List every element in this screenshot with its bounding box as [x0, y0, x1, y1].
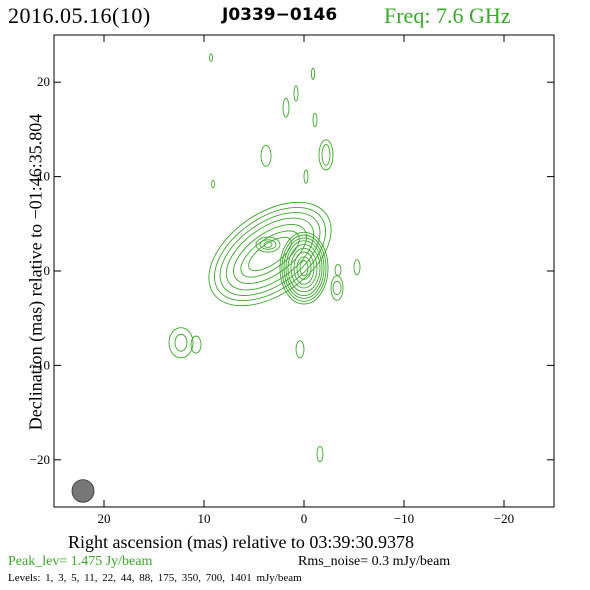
x-tick-label: 20 — [98, 511, 111, 526]
jet-contour — [208, 201, 332, 307]
chart-title-frequency: Freq: 7.6 GHz — [384, 3, 511, 28]
core-contour — [299, 260, 309, 277]
south-spot-contour — [295, 340, 305, 359]
x-tick-label: 10 — [198, 511, 211, 526]
x-axis-label: Right ascension (mas) relative to 03:39:… — [68, 532, 414, 552]
east-blob-contour — [168, 327, 194, 359]
plot-frame — [53, 34, 555, 508]
right-spot-3-contour — [353, 259, 361, 276]
jet-knot-contour — [255, 236, 281, 253]
core-contour — [296, 256, 312, 280]
north-7-contour — [209, 53, 213, 62]
x-tick-label: −20 — [494, 511, 514, 526]
east-blob-contour — [174, 333, 188, 352]
core-contour — [287, 244, 321, 293]
x-tick-label: −10 — [394, 511, 414, 526]
peak-level-text: Peak_lev= 1.475 Jy/beam — [8, 554, 153, 569]
core-contour — [279, 231, 329, 305]
y-tick-label: −10 — [30, 357, 50, 372]
north-2-contour — [260, 144, 272, 167]
y-tick-label: 0 — [44, 263, 51, 278]
core-contour — [293, 251, 315, 285]
north-3-contour — [282, 97, 290, 118]
mid-spot-contour — [211, 179, 215, 189]
y-axis-label: Declination (mas) relative to −01:46:35.… — [25, 113, 46, 431]
chart-title-date: 2016.05.16(10) — [8, 3, 151, 28]
right-spot-2-contour — [334, 263, 342, 277]
right-spot-1-contour — [332, 280, 342, 296]
jet-knot-contour — [263, 241, 273, 248]
rms-noise-text: Rms_noise= 0.3 mJy/beam — [298, 554, 451, 569]
y-tick-label: −20 — [30, 452, 50, 467]
levels-text: Levels: 1, 3, 5, 11, 22, 44, 88, 175, 35… — [8, 572, 302, 584]
core-contour — [290, 247, 318, 289]
north-1-contour — [318, 139, 334, 171]
north-5-contour — [312, 112, 318, 128]
y-tick-label: 20 — [37, 74, 50, 89]
east-small-contour — [190, 335, 202, 354]
jet-contour — [213, 206, 327, 302]
x-tick-label: 0 — [301, 511, 308, 526]
far-south-spot-contour — [316, 446, 324, 463]
chart-title-source: J0339−0146 — [222, 5, 338, 25]
beam-ellipse — [71, 479, 95, 503]
y-tick-label: 10 — [37, 169, 50, 184]
core-contour — [283, 237, 325, 299]
north-6-contour — [311, 67, 315, 80]
core-contour — [285, 240, 323, 296]
core-contour — [281, 234, 327, 302]
jet-contour — [233, 224, 307, 284]
jet-contour — [225, 217, 315, 291]
jet-knot-contour — [259, 239, 277, 250]
north-1-contour — [321, 144, 331, 166]
north-4-contour — [293, 85, 299, 102]
near-core-north-contour — [303, 169, 309, 184]
